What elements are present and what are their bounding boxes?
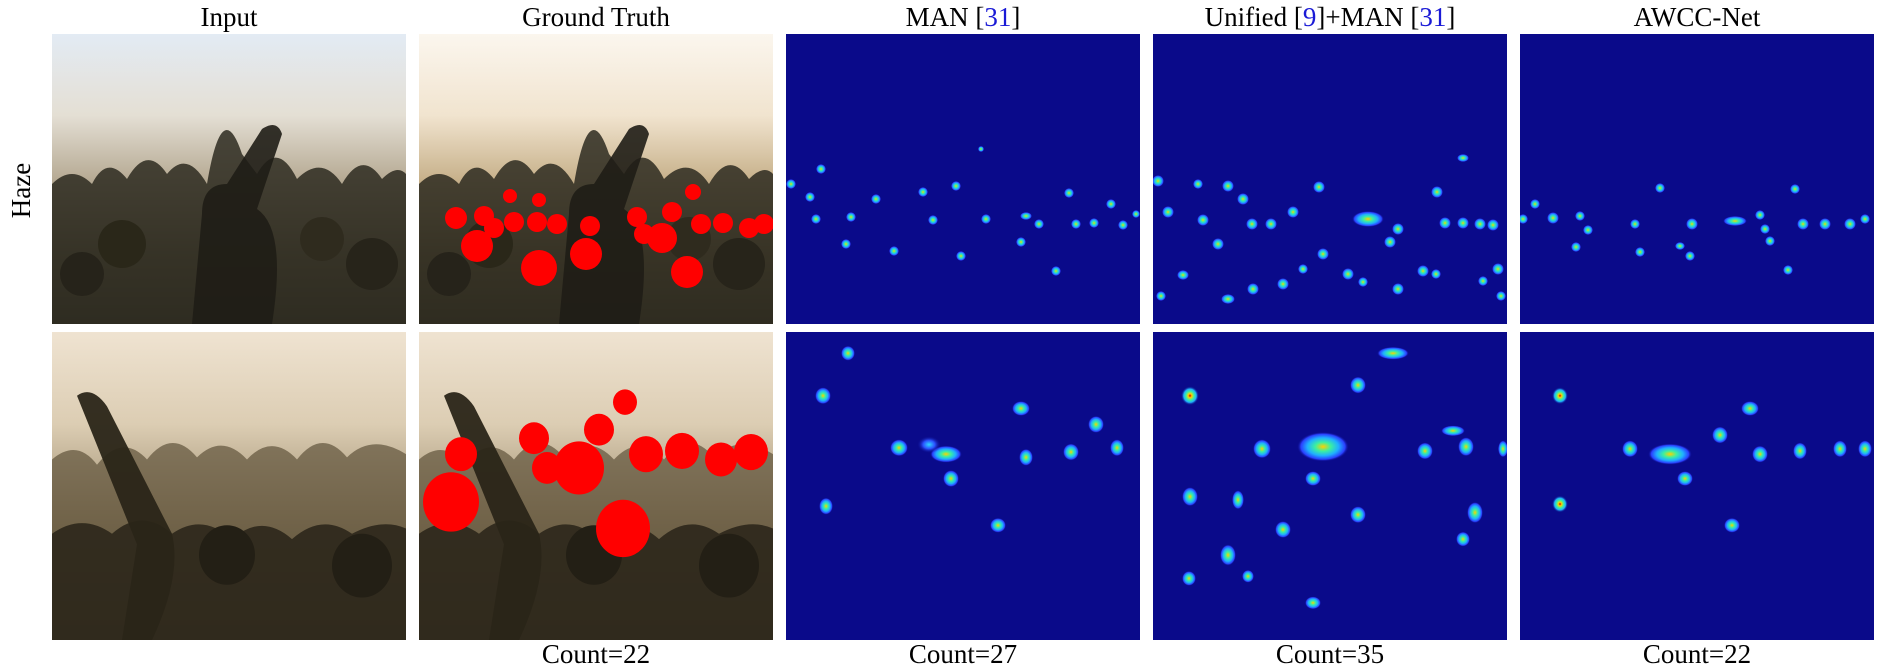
column-title-input: Input: [200, 2, 258, 32]
citation-31[interactable]: 31: [984, 2, 1012, 32]
column-title-unified-man: Unified [9]+MAN [31]: [1204, 2, 1456, 32]
count-ground-truth: Count=22: [541, 639, 651, 669]
ground-truth-image-row1: [419, 34, 773, 324]
density-map-awcc-net-row2: [1520, 332, 1874, 640]
count-awcc-net: Count=22: [1642, 639, 1752, 669]
count-unified-man: Count=35: [1275, 639, 1385, 669]
input-image-row1: [52, 34, 406, 324]
ground-truth-markers: [423, 389, 768, 558]
row-label-haze: Haze: [6, 162, 37, 218]
density-map-awcc-net-row1: [1520, 34, 1874, 324]
citation-9[interactable]: 9: [1302, 2, 1317, 32]
density-map-unified-man-row1: [1153, 34, 1507, 324]
ground-truth-markers: [445, 184, 773, 288]
method-name-unified: Unified: [1204, 2, 1288, 32]
column-title-ground-truth: Ground Truth: [522, 2, 670, 32]
column-title-man: MAN [31]: [905, 2, 1021, 32]
method-name-plus-man: +MAN: [1325, 2, 1404, 32]
method-name-man: MAN: [905, 2, 969, 32]
count-man: Count=27: [908, 639, 1018, 669]
input-image-row2: [52, 332, 406, 640]
column-title-awcc-net: AWCC-Net: [1633, 2, 1761, 32]
density-map-unified-man-row2: [1153, 332, 1507, 640]
citation-31b[interactable]: 31: [1419, 2, 1447, 32]
density-map-man-row1: [786, 34, 1140, 324]
density-map-man-row2: [786, 332, 1140, 640]
ground-truth-image-row2: [419, 332, 773, 640]
